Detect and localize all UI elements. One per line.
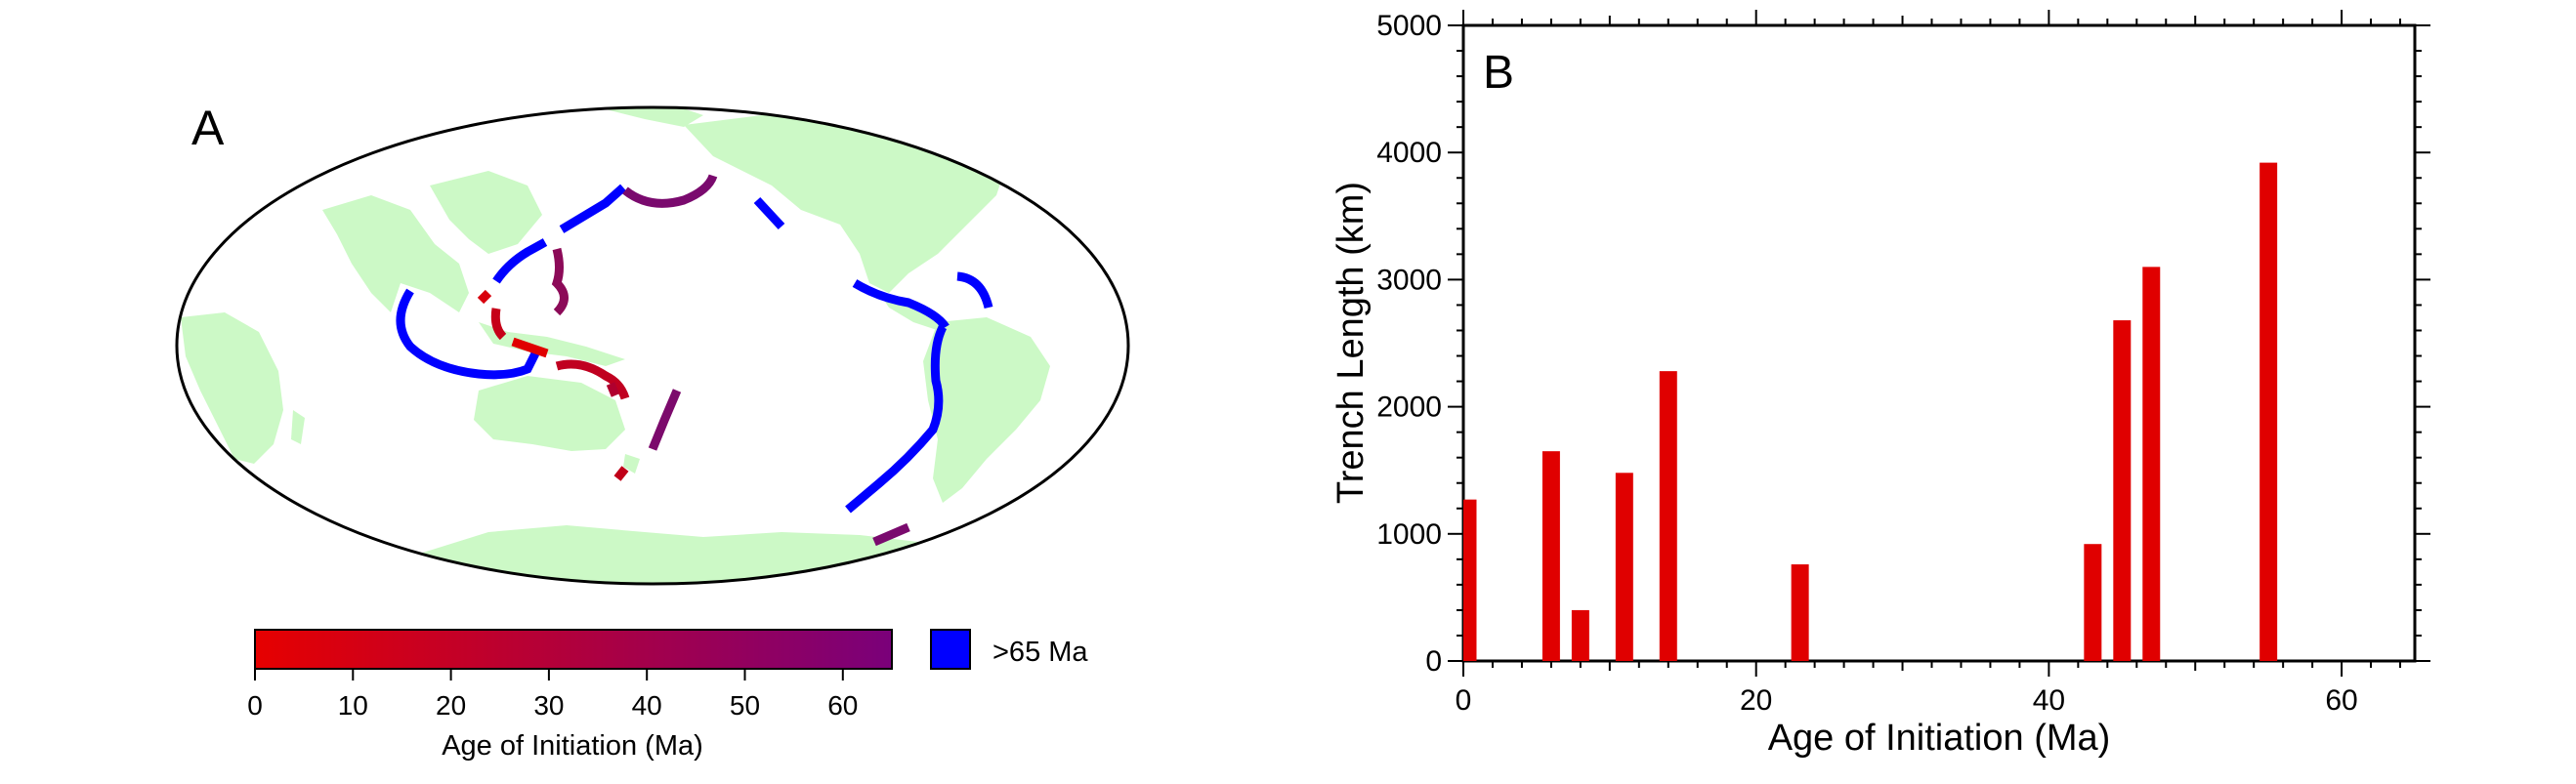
landmass-eurasia xyxy=(177,107,703,322)
trench-philippine xyxy=(477,289,492,305)
bar xyxy=(1791,564,1809,661)
colorbar-tick-label: 10 xyxy=(338,690,368,721)
colorbar-tick-label: 30 xyxy=(533,690,564,721)
panel-b-label: B xyxy=(1483,47,1514,99)
trench-sunda xyxy=(396,288,540,380)
landmass-madagascar xyxy=(291,410,305,444)
bar xyxy=(1659,371,1677,661)
trench-new-hebrides xyxy=(606,382,620,397)
x-tick-label: 40 xyxy=(2033,684,2065,717)
landmass-australia xyxy=(474,376,625,451)
y-tick-label: 2000 xyxy=(1376,392,1442,424)
trenches xyxy=(396,174,993,547)
colorbar-ticks xyxy=(254,669,844,681)
panel-b: B 0 20 40 60 0 1000 2000 3000 4000 5000 Age of I… xyxy=(1330,10,2430,759)
colorbar-legend: 0 10 20 30 40 50 60 Age of Initiation (M… xyxy=(247,629,1088,762)
x-tick-label: 60 xyxy=(2325,684,2357,717)
trench-kurile xyxy=(559,184,626,233)
trench-philippine-2 xyxy=(490,308,507,341)
y-tick-label: 3000 xyxy=(1376,264,1442,296)
y-axis-label: Trench Length (km) xyxy=(1330,182,1372,504)
colorbar-tick-labels: 0 10 20 30 40 50 60 xyxy=(247,690,858,721)
bar xyxy=(1571,609,1589,661)
y-tick-label: 5000 xyxy=(1376,10,1442,42)
bar xyxy=(2259,162,2278,661)
colorbar xyxy=(254,629,893,670)
trench-japan xyxy=(492,238,548,284)
landmass-north-america xyxy=(684,112,1006,293)
land-masses xyxy=(177,107,1050,584)
y-axis: 0 1000 2000 3000 4000 5000 xyxy=(1376,10,2430,678)
landmass-east-asia xyxy=(430,171,542,254)
x-axis-label: Age of Initiation (Ma) xyxy=(1768,718,2111,759)
panel-a-label: A xyxy=(191,101,225,155)
trench-tonga xyxy=(648,389,682,451)
trench-central-america xyxy=(852,279,950,330)
y-tick-label: 1000 xyxy=(1376,518,1442,551)
colorbar-tick-label: 60 xyxy=(827,690,858,721)
colorbar-tick-label: 50 xyxy=(730,690,760,721)
bar xyxy=(1541,451,1560,661)
trench-new-guinea xyxy=(511,337,549,358)
trench-south-sandwich xyxy=(872,522,910,547)
colorbar-label: Age of Initiation (Ma) xyxy=(442,730,703,762)
y-tick-label: 4000 xyxy=(1376,137,1442,169)
bar xyxy=(2113,320,2132,661)
old-age-label: >65 Ma xyxy=(992,637,1088,668)
landmass-new-zealand xyxy=(623,454,640,474)
bar xyxy=(2142,267,2161,661)
trench-aleutian-east xyxy=(753,196,785,230)
x-tick-label: 20 xyxy=(1740,684,1772,717)
colorbar-tick-label: 20 xyxy=(436,690,466,721)
trench-andes xyxy=(845,324,948,514)
landmass-greenland xyxy=(928,112,1016,146)
plot-frame xyxy=(1461,23,2417,663)
colorbar-tick-label: 40 xyxy=(632,690,662,721)
trench-solomon xyxy=(555,359,630,400)
bar xyxy=(1615,473,1633,661)
landmass-africa xyxy=(181,312,283,464)
trench-kermadec xyxy=(613,466,629,481)
trench-aleutian xyxy=(622,174,718,208)
panel-a: A xyxy=(175,101,1130,762)
bars-group xyxy=(1463,162,2278,661)
old-age-swatch xyxy=(930,629,971,670)
colorbar-tick-label: 0 xyxy=(247,690,263,721)
landmass-south-america xyxy=(923,317,1050,503)
x-axis: 0 20 40 60 xyxy=(1456,10,2402,717)
trench-izu-bonin xyxy=(551,247,569,316)
y-tick-label: 0 xyxy=(1425,645,1442,678)
x-tick-label: 0 xyxy=(1456,684,1472,717)
landmass-indonesia xyxy=(479,322,625,366)
trench-caribbean xyxy=(956,271,993,309)
globe-outline xyxy=(175,105,1130,586)
bar xyxy=(1463,499,1477,661)
bar xyxy=(2084,544,2102,661)
landmass-asia xyxy=(322,195,469,312)
